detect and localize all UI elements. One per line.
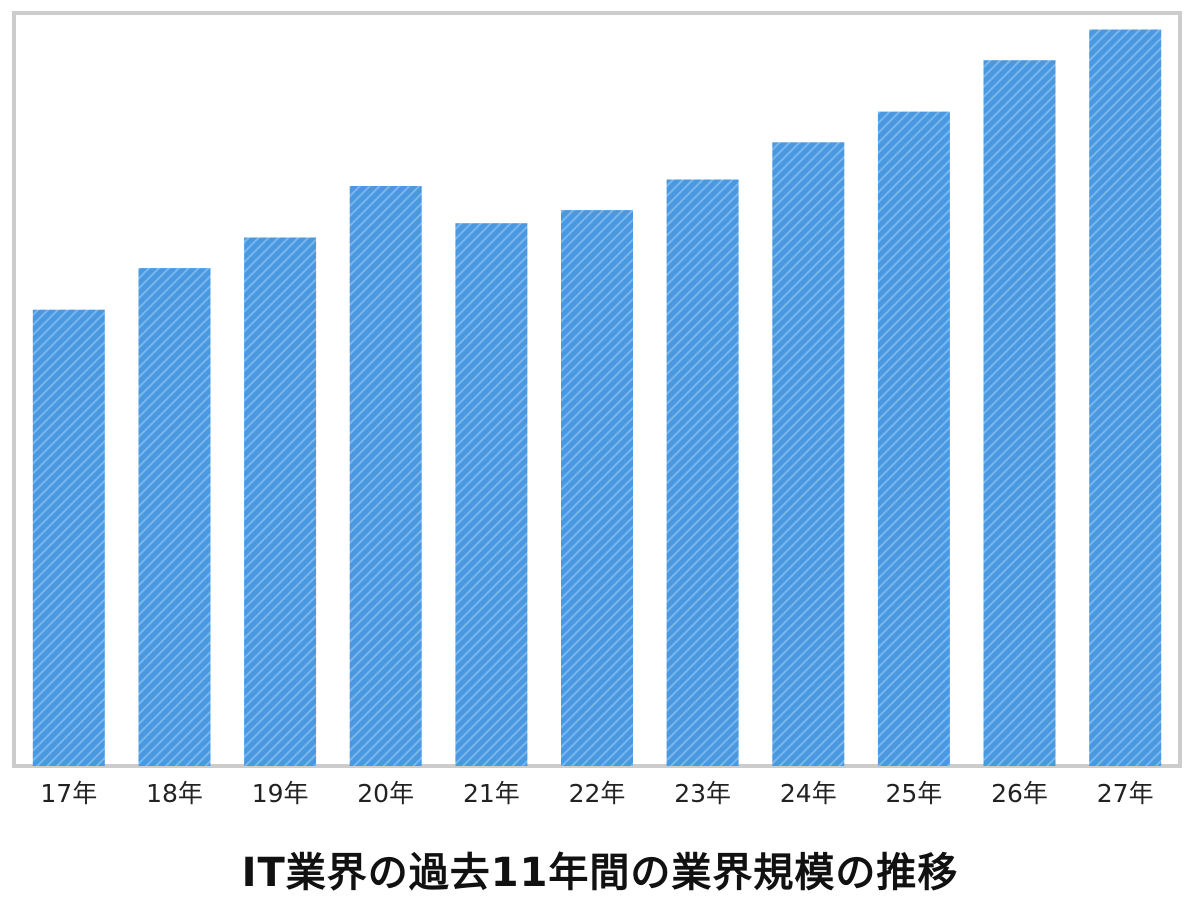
x-tick-label: 23年 [674,779,731,808]
x-tick-label: 21年 [462,779,520,808]
bar-6 [666,179,739,766]
x-tick-label: 19年 [251,779,309,808]
bar-9 [983,60,1056,766]
x-tick-label: 24年 [779,779,837,808]
bar-0 [32,309,105,766]
chart-title: IT業界の過去11年間の業界規模の推移 [241,850,959,896]
bar-1 [138,268,211,766]
x-tick-label: 18年 [146,779,203,808]
bar-7 [772,142,845,767]
x-tick-label: 22年 [568,779,626,808]
x-tick-label: 25年 [885,779,943,808]
bar-10 [1089,29,1162,766]
bar-5 [561,210,633,767]
x-tick-label: 27年 [1096,779,1154,808]
bars-group [32,29,1162,767]
bar-2 [244,237,317,766]
bar-3 [349,186,422,766]
x-tick-label: 17年 [40,779,98,808]
bar-4 [455,223,528,766]
bar-8 [877,111,950,767]
x-tick-label: 26年 [991,779,1048,808]
x-tick-label: 20年 [357,779,415,808]
